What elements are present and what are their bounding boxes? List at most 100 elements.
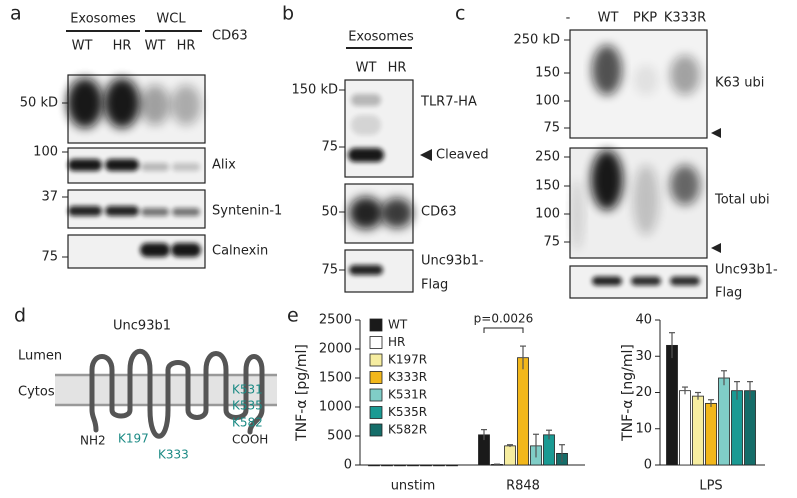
x-tick-label: LPS: [699, 479, 722, 494]
y-tick-label: 2500: [319, 313, 352, 328]
blot-band: [633, 165, 659, 235]
error-bar: [507, 444, 513, 448]
error-bar: [546, 429, 552, 440]
blot-band: [348, 148, 384, 162]
size-marker: 250 kD: [514, 33, 560, 48]
legend-label: HR: [388, 335, 405, 349]
arrowhead: [711, 128, 721, 138]
size-marker: 75: [543, 235, 560, 250]
size-marker: 50 kD: [20, 96, 58, 111]
bar: [433, 464, 445, 467]
blot-band: [171, 243, 201, 257]
blot-band: [631, 276, 661, 286]
blot-band: [105, 206, 139, 216]
y-tick-label: 0: [344, 458, 352, 473]
y-tick-label: 30: [635, 349, 652, 364]
blot-band: [381, 198, 413, 228]
lane-label: WT: [145, 39, 166, 54]
blot-band: [172, 163, 200, 171]
legend-label: WT: [388, 318, 408, 332]
error-bar: [708, 399, 714, 407]
error-bar: [520, 345, 526, 370]
bar: [679, 390, 691, 466]
blot-band: [140, 85, 170, 125]
legend-swatch: [369, 388, 383, 402]
error-bar: [682, 386, 688, 395]
blot-band: [570, 180, 584, 250]
bar: [394, 464, 406, 467]
blot-band: [592, 276, 622, 286]
size-marker: 75: [321, 140, 338, 155]
bar: [517, 357, 529, 466]
blot-band: [349, 197, 383, 229]
y-tick-label: 0: [644, 458, 652, 473]
legend-label: K197R: [388, 353, 427, 367]
blot-band: [591, 150, 623, 210]
protein-name: CD63: [212, 29, 248, 44]
protein-name: K63 ubi: [715, 76, 764, 91]
bar: [381, 464, 393, 467]
blot-band: [351, 94, 381, 106]
panel-letter: a: [10, 3, 22, 25]
y-tick-label: 1500: [319, 371, 352, 386]
blot-band: [105, 159, 139, 171]
legend-swatch: [369, 318, 383, 332]
error-bar: [559, 444, 565, 463]
terminus: NH2: [80, 434, 106, 448]
panel-letter: c: [455, 3, 465, 25]
blot-band: [68, 206, 102, 216]
p-value: p=0.0026: [474, 312, 534, 326]
error-bar: [669, 332, 675, 359]
size-marker: 50: [321, 205, 338, 220]
compartment: Cytosol: [18, 385, 66, 400]
lane-label: PKP: [633, 11, 657, 26]
topology: [89, 348, 265, 439]
panel-letter: d: [14, 305, 26, 327]
significance-bracket: [483, 327, 524, 333]
blot-band: [104, 78, 140, 128]
group-header: Exosomes: [348, 30, 414, 45]
bar: [504, 445, 516, 466]
protein-name: Total ubi: [714, 193, 770, 208]
error-bar: [494, 463, 500, 465]
bar: [692, 395, 704, 466]
group-header: Exosomes: [70, 12, 136, 27]
y-tick-label: 40: [635, 313, 652, 328]
size-marker: 150 kD: [292, 83, 338, 98]
blot-band: [141, 208, 169, 216]
protein-name: Flag: [715, 286, 742, 301]
legend-label: K333R: [388, 370, 427, 384]
error-bar: [721, 370, 727, 386]
protein-name: Flag: [421, 278, 448, 293]
blot-band: [67, 78, 103, 128]
terminus: COOH: [232, 433, 268, 447]
blot-band: [351, 115, 381, 135]
blot-band: [171, 85, 201, 125]
error-bar: [481, 429, 487, 441]
compartment: Lumen: [18, 349, 62, 364]
y-tick-label: 1000: [319, 400, 352, 415]
size-marker: 150: [535, 179, 560, 194]
legend-swatch: [369, 353, 383, 367]
bar: [666, 344, 678, 466]
protein-name: Syntenin-1: [212, 204, 282, 219]
protein-name: Unc93b1-: [715, 263, 778, 278]
y-tick-label: 2000: [319, 342, 352, 357]
protein-name: TLR7-HA: [420, 95, 477, 110]
lysine: K531: [232, 383, 263, 397]
lane-label: HR: [388, 61, 407, 76]
protein-name: Alix: [212, 158, 236, 173]
size-marker: 100: [535, 94, 560, 109]
error-bar: [695, 391, 701, 400]
y-tick-label: 20: [635, 385, 652, 400]
blot-band: [670, 276, 700, 286]
lane-label: WT: [356, 61, 377, 76]
y-tick-label: 10: [635, 421, 652, 436]
legend-label: K582R: [388, 423, 427, 437]
protein-name: Calnexin: [212, 244, 268, 259]
error-bar: [533, 433, 539, 458]
bar: [718, 377, 730, 466]
y-axis-label: TNF-α [pg/ml]: [294, 344, 310, 442]
panel-letter: b: [282, 3, 294, 25]
legend-swatch: [369, 423, 383, 437]
